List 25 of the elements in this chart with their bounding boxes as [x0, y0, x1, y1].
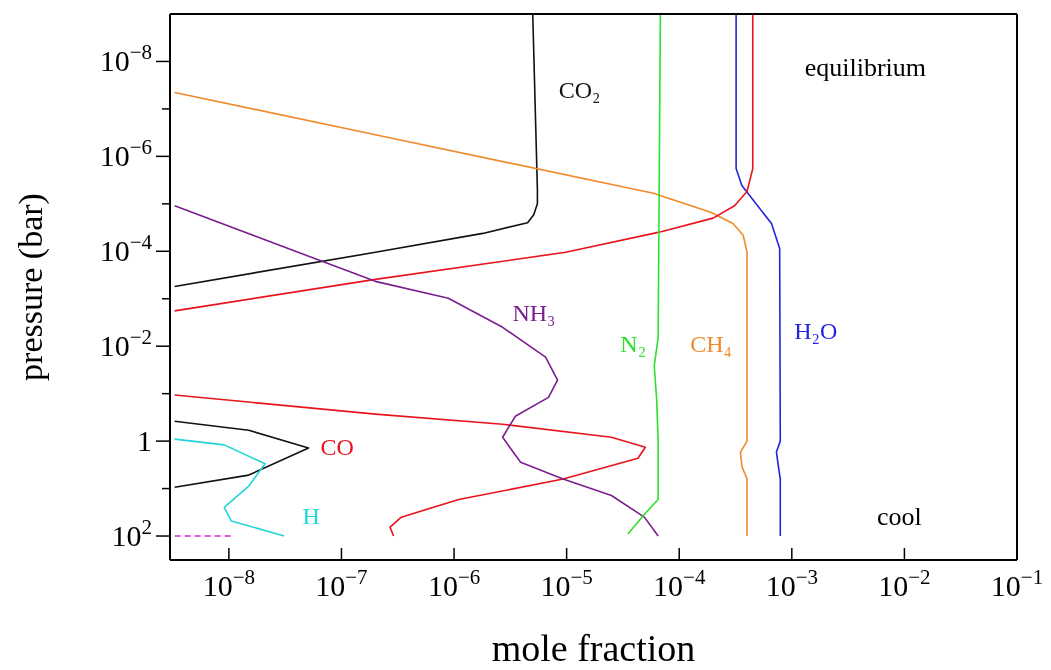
x-tick-label: 10$^{−2}$ [878, 565, 931, 602]
x-tick-label: 10$^{−4}$ [653, 565, 706, 602]
x-tick-label: 10$^{−6}$ [427, 565, 481, 602]
y-tick-label: 10$^{−6}$ [99, 135, 152, 173]
series-label: NH₃ [512, 300, 556, 327]
annotation: equilibrium [804, 52, 927, 82]
y-tick-label: 1 [137, 424, 152, 458]
y-tick-label: 10$^{−8}$ [99, 40, 152, 78]
x-tick-label: 10$^{−1}$ [990, 565, 1044, 602]
y-tick-label: 10$^{−4}$ [99, 230, 153, 268]
y-tick-label: 10$^{2}$ [111, 515, 152, 553]
x-tick-label: 10$^{−7}$ [315, 565, 368, 602]
series-label: CO [320, 434, 354, 461]
series-label: CO₂ [558, 77, 601, 104]
series-label: CH₄ [690, 330, 732, 357]
x-tick-label: 10$^{−3}$ [765, 565, 818, 602]
series-label: H [302, 502, 320, 529]
y-axis-title: pressure (bar) [12, 193, 50, 381]
annotation: cool [876, 502, 922, 532]
series-label: N₂ [620, 330, 647, 357]
x-tick-label: 10$^{−5}$ [540, 565, 593, 602]
y-tick-label: 10$^{−2}$ [99, 325, 152, 363]
x-axis-title: mole fraction [491, 627, 696, 669]
series-label: H₂O [794, 317, 838, 344]
x-tick-label: 10$^{−8}$ [202, 565, 256, 602]
